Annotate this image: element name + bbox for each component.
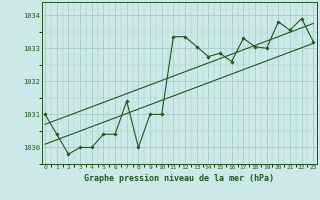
X-axis label: Graphe pression niveau de la mer (hPa): Graphe pression niveau de la mer (hPa) <box>84 174 274 183</box>
